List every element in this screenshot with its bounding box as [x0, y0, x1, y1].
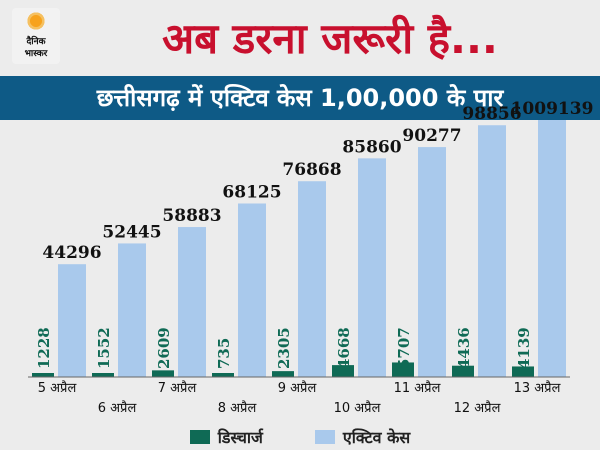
- active-value-label: 44296: [42, 243, 101, 263]
- discharge-value-label: 735: [215, 338, 233, 369]
- sun-logo-icon: [25, 10, 47, 32]
- discharge-bar: [212, 373, 234, 377]
- logo-text-line1: दैनिक: [26, 37, 46, 47]
- discharge-bar: [332, 365, 354, 377]
- discharge-value-label: 1228: [35, 327, 53, 369]
- active-bar: [418, 147, 446, 377]
- dainik-bhaskar-logo: दैनिक भास्कर: [12, 8, 60, 64]
- discharge-value-label: 5707: [395, 327, 413, 369]
- active-value-label: 76868: [282, 160, 341, 180]
- x-tick-label: 5 अप्रैल: [38, 380, 77, 396]
- active-value-label: 58883: [162, 206, 221, 226]
- legend-item-active: एक्टिव केस: [314, 426, 411, 448]
- active-bar: [358, 158, 386, 377]
- legend-swatch-active: [314, 430, 335, 444]
- discharge-value-label: 2609: [155, 327, 173, 369]
- active-value-label: 85860: [342, 137, 401, 157]
- x-tick-label: 10 अप्रैल: [334, 400, 381, 416]
- legend-label-discharge: डिस्चार्ज: [217, 428, 263, 447]
- active-bar: [478, 125, 506, 377]
- active-value-label: 52445: [102, 222, 161, 242]
- active-bar: [238, 203, 266, 377]
- headline: अब डरना जरूरी है...: [162, 14, 498, 63]
- x-tick-label: 13 अप्रैल: [514, 380, 561, 396]
- active-value-label: 68125: [222, 183, 281, 203]
- active-bar: [298, 181, 326, 377]
- legend-swatch-discharge: [189, 430, 210, 444]
- active-bar: [538, 120, 566, 377]
- discharge-bar: [272, 371, 294, 377]
- active-value-label: 1009139: [511, 99, 594, 119]
- x-tick-label: 8 अप्रैल: [218, 400, 257, 416]
- discharge-value-label: 1552: [95, 327, 113, 369]
- logo-text-line2: भास्कर: [24, 49, 48, 59]
- legend: डिस्चार्ज एक्टिव केस: [0, 425, 600, 449]
- x-tick-label: 12 अप्रैल: [454, 400, 501, 416]
- x-tick-label: 11 अप्रैल: [394, 380, 441, 396]
- discharge-bar: [512, 366, 534, 377]
- discharge-bar: [452, 365, 474, 377]
- banner: छत्तीसगढ़ में एक्टिव केस 1,00,000 के पार: [0, 76, 600, 120]
- legend-label-active: एक्टिव केस: [342, 428, 411, 447]
- discharge-bar: [92, 373, 114, 377]
- active-bar: [118, 243, 146, 377]
- discharge-value-label: 4436: [455, 327, 473, 369]
- discharge-value-label: 2305: [275, 327, 293, 369]
- x-tick-label: 7 अप्रैल: [158, 380, 197, 396]
- discharge-bar: [32, 373, 54, 377]
- active-bar: [58, 264, 86, 377]
- x-tick-label: 6 अप्रैल: [98, 400, 137, 416]
- legend-item-discharge: डिस्चार्ज: [189, 426, 263, 448]
- x-tick-label: 9 अप्रैल: [278, 380, 317, 396]
- active-bar: [178, 227, 206, 377]
- discharge-bar: [392, 362, 414, 377]
- active-value-label: 90277: [402, 126, 461, 146]
- active-value-label: 98856: [462, 104, 521, 124]
- discharge-value-label: 4668: [335, 327, 353, 369]
- discharge-bar: [152, 370, 174, 377]
- discharge-value-label: 4139: [515, 327, 533, 369]
